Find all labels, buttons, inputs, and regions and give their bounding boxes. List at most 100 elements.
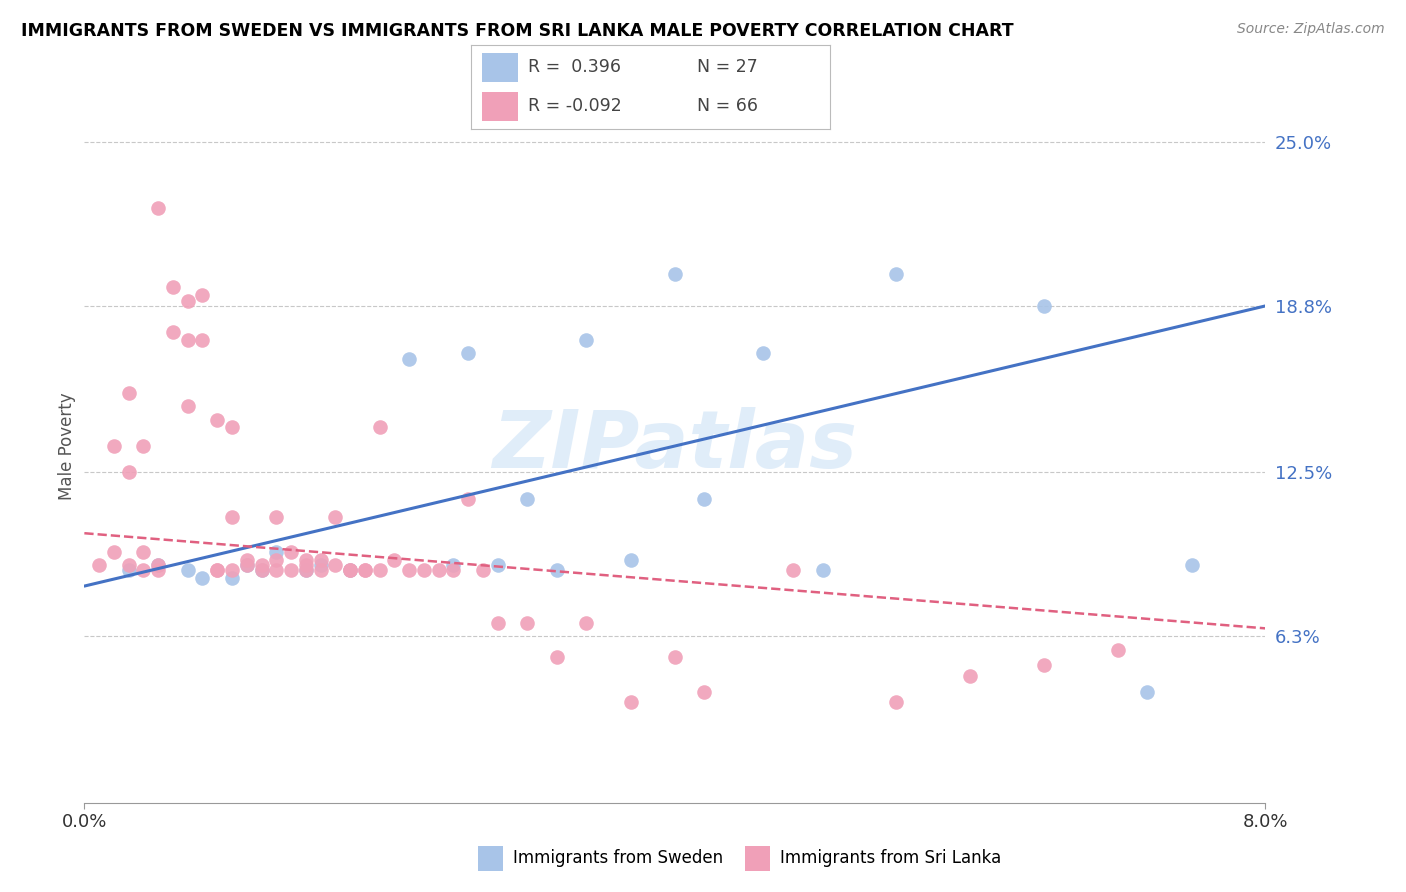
Text: IMMIGRANTS FROM SWEDEN VS IMMIGRANTS FROM SRI LANKA MALE POVERTY CORRELATION CHA: IMMIGRANTS FROM SWEDEN VS IMMIGRANTS FRO… (21, 22, 1014, 40)
Point (1032, 658, 1054, 673)
Point (486, 616, 509, 631)
Point (1181, 558, 1204, 572)
Y-axis label: Male Poverty: Male Poverty (58, 392, 76, 500)
Point (382, 552, 406, 566)
Point (752, 346, 775, 360)
Point (339, 563, 361, 577)
Point (221, 571, 243, 585)
Point (1107, 642, 1129, 657)
Point (368, 420, 391, 434)
Point (177, 293, 200, 308)
Point (398, 351, 420, 366)
Point (486, 558, 509, 572)
Point (575, 616, 598, 631)
Point (664, 650, 686, 665)
FancyBboxPatch shape (482, 54, 517, 82)
Point (457, 491, 479, 506)
Point (264, 510, 288, 524)
Text: N = 27: N = 27 (697, 59, 758, 77)
Point (472, 563, 495, 577)
Point (118, 563, 141, 577)
Point (162, 280, 184, 294)
Point (546, 563, 568, 577)
Point (191, 288, 214, 302)
Point (250, 558, 273, 572)
Point (619, 695, 641, 709)
Point (264, 552, 288, 566)
Point (443, 558, 465, 572)
Point (191, 333, 214, 347)
Point (1032, 299, 1054, 313)
Point (205, 563, 228, 577)
Point (546, 650, 568, 665)
Point (323, 510, 347, 524)
Point (575, 333, 598, 347)
Point (264, 545, 288, 559)
Point (103, 545, 125, 559)
FancyBboxPatch shape (482, 92, 517, 120)
Point (132, 563, 155, 577)
Text: Immigrants from Sweden: Immigrants from Sweden (513, 849, 723, 867)
Text: R = -0.092: R = -0.092 (529, 96, 621, 114)
Point (886, 267, 908, 281)
Point (221, 510, 243, 524)
Point (118, 386, 141, 401)
Point (205, 412, 228, 426)
Point (323, 558, 347, 572)
Text: Source: ZipAtlas.com: Source: ZipAtlas.com (1237, 22, 1385, 37)
Point (250, 563, 273, 577)
Point (398, 563, 420, 577)
Point (162, 326, 184, 340)
Text: N = 66: N = 66 (697, 96, 758, 114)
Point (309, 563, 332, 577)
Point (309, 552, 332, 566)
Point (236, 558, 259, 572)
Point (280, 545, 302, 559)
Point (295, 563, 318, 577)
Point (309, 558, 332, 572)
Text: ZIPatlas: ZIPatlas (492, 407, 858, 485)
Point (443, 563, 465, 577)
Point (886, 695, 908, 709)
Point (1136, 685, 1159, 699)
Point (368, 563, 391, 577)
Text: Immigrants from Sri Lanka: Immigrants from Sri Lanka (780, 849, 1001, 867)
Point (177, 563, 200, 577)
Point (959, 669, 981, 683)
Point (177, 400, 200, 414)
Point (264, 563, 288, 577)
Point (148, 558, 170, 572)
Point (664, 267, 686, 281)
Point (221, 563, 243, 577)
Point (236, 552, 259, 566)
Point (132, 439, 155, 453)
Point (148, 558, 170, 572)
Point (693, 491, 716, 506)
Point (516, 616, 538, 631)
Text: R =  0.396: R = 0.396 (529, 59, 621, 77)
Point (250, 563, 273, 577)
Point (148, 563, 170, 577)
Point (295, 563, 318, 577)
Point (236, 558, 259, 572)
Point (89, 558, 111, 572)
Point (339, 563, 361, 577)
Point (339, 563, 361, 577)
Point (427, 563, 450, 577)
Point (221, 420, 243, 434)
Point (516, 491, 538, 506)
Point (295, 552, 318, 566)
Point (148, 201, 170, 215)
Point (354, 563, 377, 577)
Point (280, 563, 302, 577)
Point (354, 563, 377, 577)
Point (118, 466, 141, 480)
Point (118, 558, 141, 572)
Point (413, 563, 436, 577)
Point (132, 545, 155, 559)
Point (811, 563, 834, 577)
Point (205, 563, 228, 577)
Point (103, 439, 125, 453)
Point (693, 685, 716, 699)
Point (191, 571, 214, 585)
